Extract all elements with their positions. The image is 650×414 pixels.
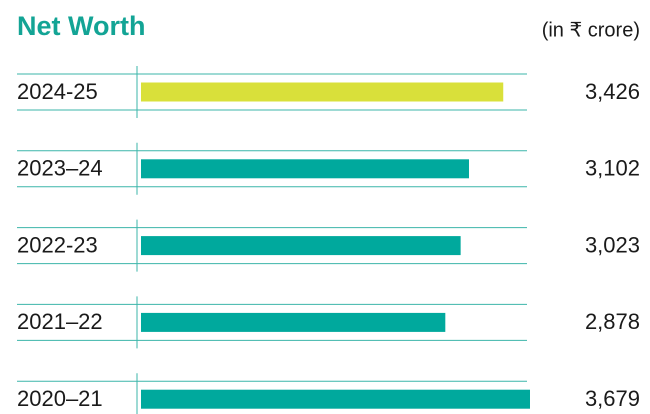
category-label: 2024-25 — [17, 79, 98, 104]
category-label: 2023–24 — [17, 156, 103, 181]
bar — [141, 82, 504, 102]
chart-title: Net Worth — [17, 11, 146, 41]
value-label: 2,878 — [585, 309, 640, 334]
chart-subtitle: (in ₹ crore) — [542, 19, 640, 41]
value-label: 3,679 — [585, 386, 640, 411]
category-label: 2020–21 — [17, 386, 103, 411]
value-label: 3,102 — [585, 156, 640, 181]
bar — [141, 159, 469, 179]
value-label: 3,023 — [585, 232, 640, 257]
value-label: 3,426 — [585, 79, 640, 104]
bar — [141, 236, 461, 256]
category-label: 2022-23 — [17, 232, 98, 257]
category-label: 2021–22 — [17, 309, 103, 334]
bar — [141, 389, 530, 409]
bar — [141, 312, 446, 332]
